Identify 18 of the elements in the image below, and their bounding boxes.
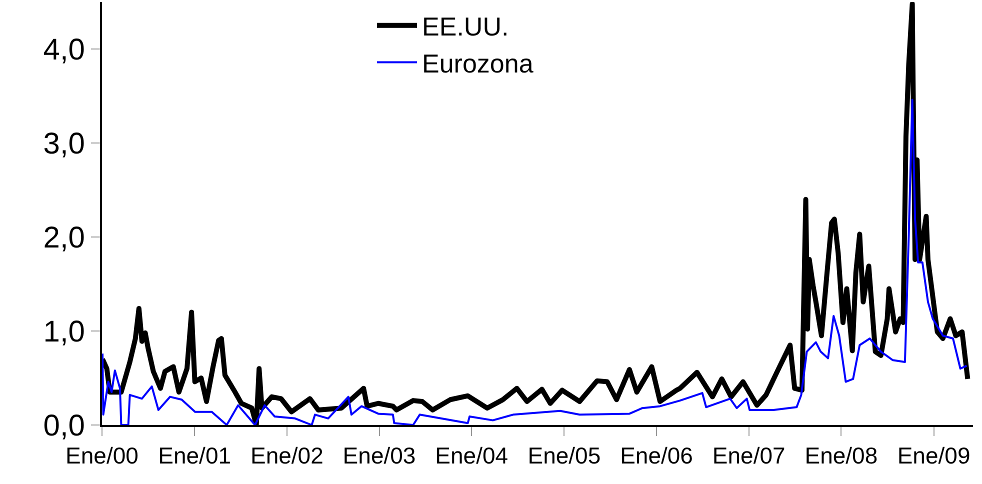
y-tick-label: 3,0 bbox=[43, 128, 85, 160]
x-tick-label: Ene/03 bbox=[342, 442, 416, 469]
x-tick-label: Ene/02 bbox=[250, 442, 324, 469]
x-tick-label: Ene/06 bbox=[620, 442, 693, 469]
x-tick-label: Ene/00 bbox=[66, 442, 138, 469]
x-tick-label: Ene/05 bbox=[528, 442, 601, 469]
x-tick-label: Ene/09 bbox=[897, 442, 970, 469]
y-tick-label: 1,0 bbox=[43, 316, 85, 348]
x-tick-label: Ene/08 bbox=[804, 442, 878, 469]
x-tick-label: Ene/07 bbox=[712, 442, 786, 469]
x-tick-label: Ene/04 bbox=[435, 442, 508, 469]
y-tick-label: 4,0 bbox=[43, 34, 85, 66]
y-tick-label: 2,0 bbox=[43, 222, 85, 254]
line-series bbox=[102, 98, 968, 425]
legend-label: EE.UU. bbox=[422, 12, 509, 42]
x-tick-label: Ene/01 bbox=[158, 442, 232, 469]
legend-label: Eurozona bbox=[422, 48, 534, 78]
y-tick-label: 0,0 bbox=[43, 410, 85, 442]
